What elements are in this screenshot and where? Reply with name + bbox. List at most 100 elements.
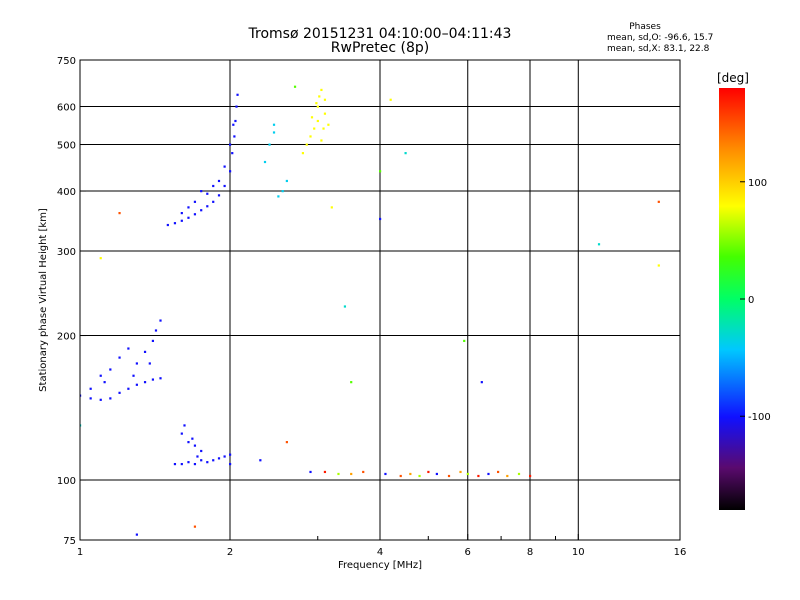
scatter-point xyxy=(496,470,500,474)
scatter-point xyxy=(310,116,314,119)
scatter-point xyxy=(159,319,162,322)
y-tick-label: 75 xyxy=(63,536,76,547)
y-tick-label: 300 xyxy=(57,247,76,258)
chart-subtitle: RwPretec (8p) xyxy=(330,40,430,56)
scatter-point xyxy=(229,143,232,146)
scatter-point xyxy=(193,213,197,216)
scatter-point xyxy=(135,533,138,536)
scatter-point xyxy=(389,98,392,101)
scatter-point xyxy=(99,398,102,401)
colorbar-ticks: 100 0 -100 xyxy=(740,178,771,423)
scatter-point xyxy=(466,472,469,476)
scatter-point xyxy=(477,474,480,478)
scatter-point xyxy=(285,441,288,444)
scatter-point xyxy=(232,123,235,126)
scatter-point xyxy=(459,470,462,474)
scatter-point xyxy=(323,98,327,101)
scatter-point xyxy=(350,381,353,384)
scatter-point xyxy=(315,102,318,105)
x-tick-label: 6 xyxy=(465,547,471,558)
scatter-point xyxy=(196,455,199,458)
scatter-point xyxy=(316,105,319,108)
scatter-point xyxy=(80,394,82,397)
scatter-point xyxy=(151,378,155,381)
scatter-point xyxy=(135,383,138,386)
scatter-point xyxy=(200,459,203,462)
scatter-point xyxy=(191,437,194,440)
scatter-point xyxy=(180,432,183,435)
scatter-point xyxy=(212,184,215,188)
scatter-point xyxy=(173,222,177,225)
scatter-point xyxy=(193,444,197,447)
scatter-points xyxy=(80,85,660,536)
scatter-point xyxy=(343,305,347,308)
y-tick-label: 100 xyxy=(57,476,76,487)
phase-stats-x: mean, sd,X: 83.1, 22.8 xyxy=(607,44,710,54)
colorbar-label: [deg] xyxy=(717,71,749,85)
scatter-point xyxy=(305,143,308,146)
x-tick-label: 2 xyxy=(227,547,233,558)
y-tick-label: 750 xyxy=(57,56,76,67)
phase-stats-o: mean, sd,O: -96.6, 15.7 xyxy=(607,33,714,43)
scatter-point xyxy=(234,119,237,123)
phase-stats-header: Phases xyxy=(629,22,661,32)
scatter-point xyxy=(187,216,190,219)
scatter-point xyxy=(529,474,532,478)
scatter-point xyxy=(200,209,203,212)
scatter-point xyxy=(235,105,238,108)
scatter-point xyxy=(435,472,438,476)
scatter-point xyxy=(427,470,430,474)
scatter-point xyxy=(309,135,312,138)
scatter-point xyxy=(89,387,92,390)
scatter-point xyxy=(193,462,197,466)
scatter-point xyxy=(206,192,209,195)
scatter-point xyxy=(379,217,382,221)
scatter-point xyxy=(183,424,186,427)
scatter-point xyxy=(193,525,197,528)
scatter-point xyxy=(268,143,271,146)
scatter-point xyxy=(143,350,147,353)
x-tick-label: 8 xyxy=(527,547,533,558)
scatter-point xyxy=(212,200,215,203)
scatter-point xyxy=(118,356,121,359)
scatter-point xyxy=(118,212,121,215)
scatter-point xyxy=(217,194,221,197)
scatter-point xyxy=(259,459,262,462)
scatter-point xyxy=(404,152,407,155)
y-axis-ticks: 75 100 200 300 400 500 600 750 xyxy=(57,56,86,547)
scatter-point xyxy=(350,472,353,476)
y-tick-label: 400 xyxy=(57,187,76,198)
scatter-point xyxy=(384,472,387,476)
scatter-point xyxy=(173,462,177,466)
scatter-point xyxy=(506,474,509,478)
scatter-point xyxy=(323,470,327,474)
scatter-point xyxy=(206,205,209,208)
scatter-point xyxy=(657,200,660,203)
plot-grid xyxy=(80,60,680,540)
scatter-point xyxy=(212,459,215,462)
scatter-point xyxy=(99,257,102,260)
scatter-point xyxy=(379,170,382,173)
scatter-point xyxy=(323,112,327,115)
scatter-point xyxy=(337,472,340,476)
scatter-point xyxy=(362,470,365,474)
scatter-point xyxy=(217,179,221,183)
scatter-point xyxy=(151,339,155,343)
scatter-point xyxy=(154,329,158,332)
scatter-point xyxy=(320,88,323,92)
scatter-point xyxy=(320,139,323,142)
colorbar-tick-label: 0 xyxy=(748,295,754,306)
scatter-point xyxy=(236,93,239,96)
scatter-point xyxy=(193,200,197,203)
scatter-point xyxy=(109,397,112,400)
scatter-point xyxy=(487,472,490,476)
scatter-point xyxy=(148,362,151,365)
scatter-point xyxy=(99,374,102,377)
x-axis-ticks: 1 2 4 6 8 10 16 xyxy=(77,534,686,558)
scatter-point xyxy=(89,397,92,400)
scatter-point xyxy=(480,381,483,384)
scatter-point xyxy=(229,453,232,456)
y-axis-label: Stationary phase Virtual Height [km] xyxy=(38,208,49,392)
scatter-point xyxy=(327,123,330,126)
